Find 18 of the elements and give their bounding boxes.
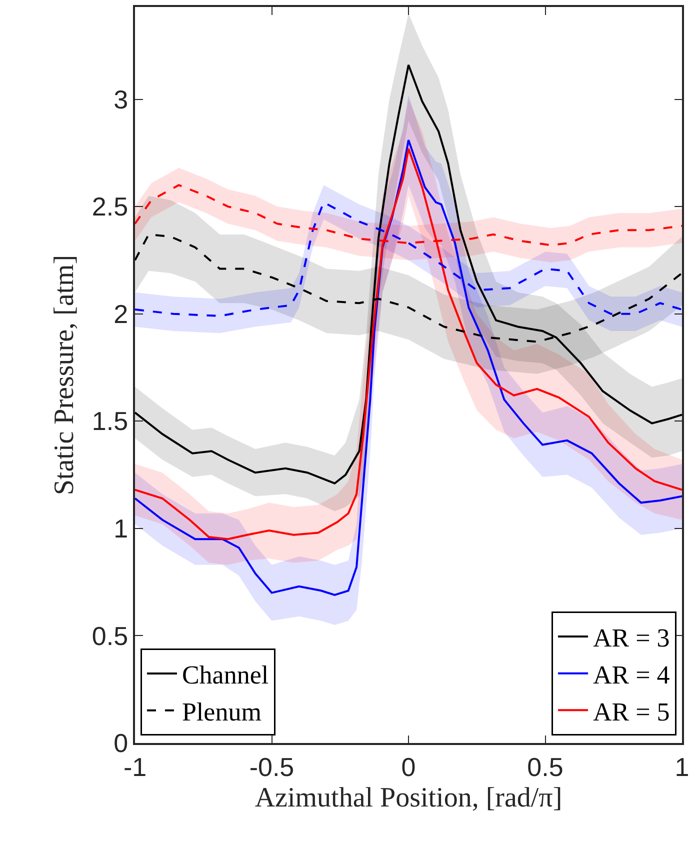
legend-label: AR = 5 [593,697,670,726]
line-series [135,64,682,484]
x-tick-label: 1 [674,752,690,782]
y-tick-label: 2 [114,298,128,329]
x-axis-title: Azimuthal Position, [rad/π] [254,782,562,814]
y-tick-label: 3 [114,84,128,114]
x-tick-label: 0 [401,752,416,782]
legend-label: Channel [182,660,269,690]
y-axis-title: Static Pressure, [atm] [49,254,80,496]
y-tick-label: 0.5 [92,620,128,651]
x-tick-label: 0.5 [527,752,564,782]
legend-label: Plenum [182,697,262,726]
y-tick-label: 1 [114,514,128,544]
x-tick-label: -0.5 [249,752,294,782]
y-tick-label: 2.5 [92,192,128,222]
legend-label: AR = 4 [593,660,670,690]
y-tick-label: 1.5 [92,406,128,436]
legend-label: AR = 3 [593,624,670,653]
